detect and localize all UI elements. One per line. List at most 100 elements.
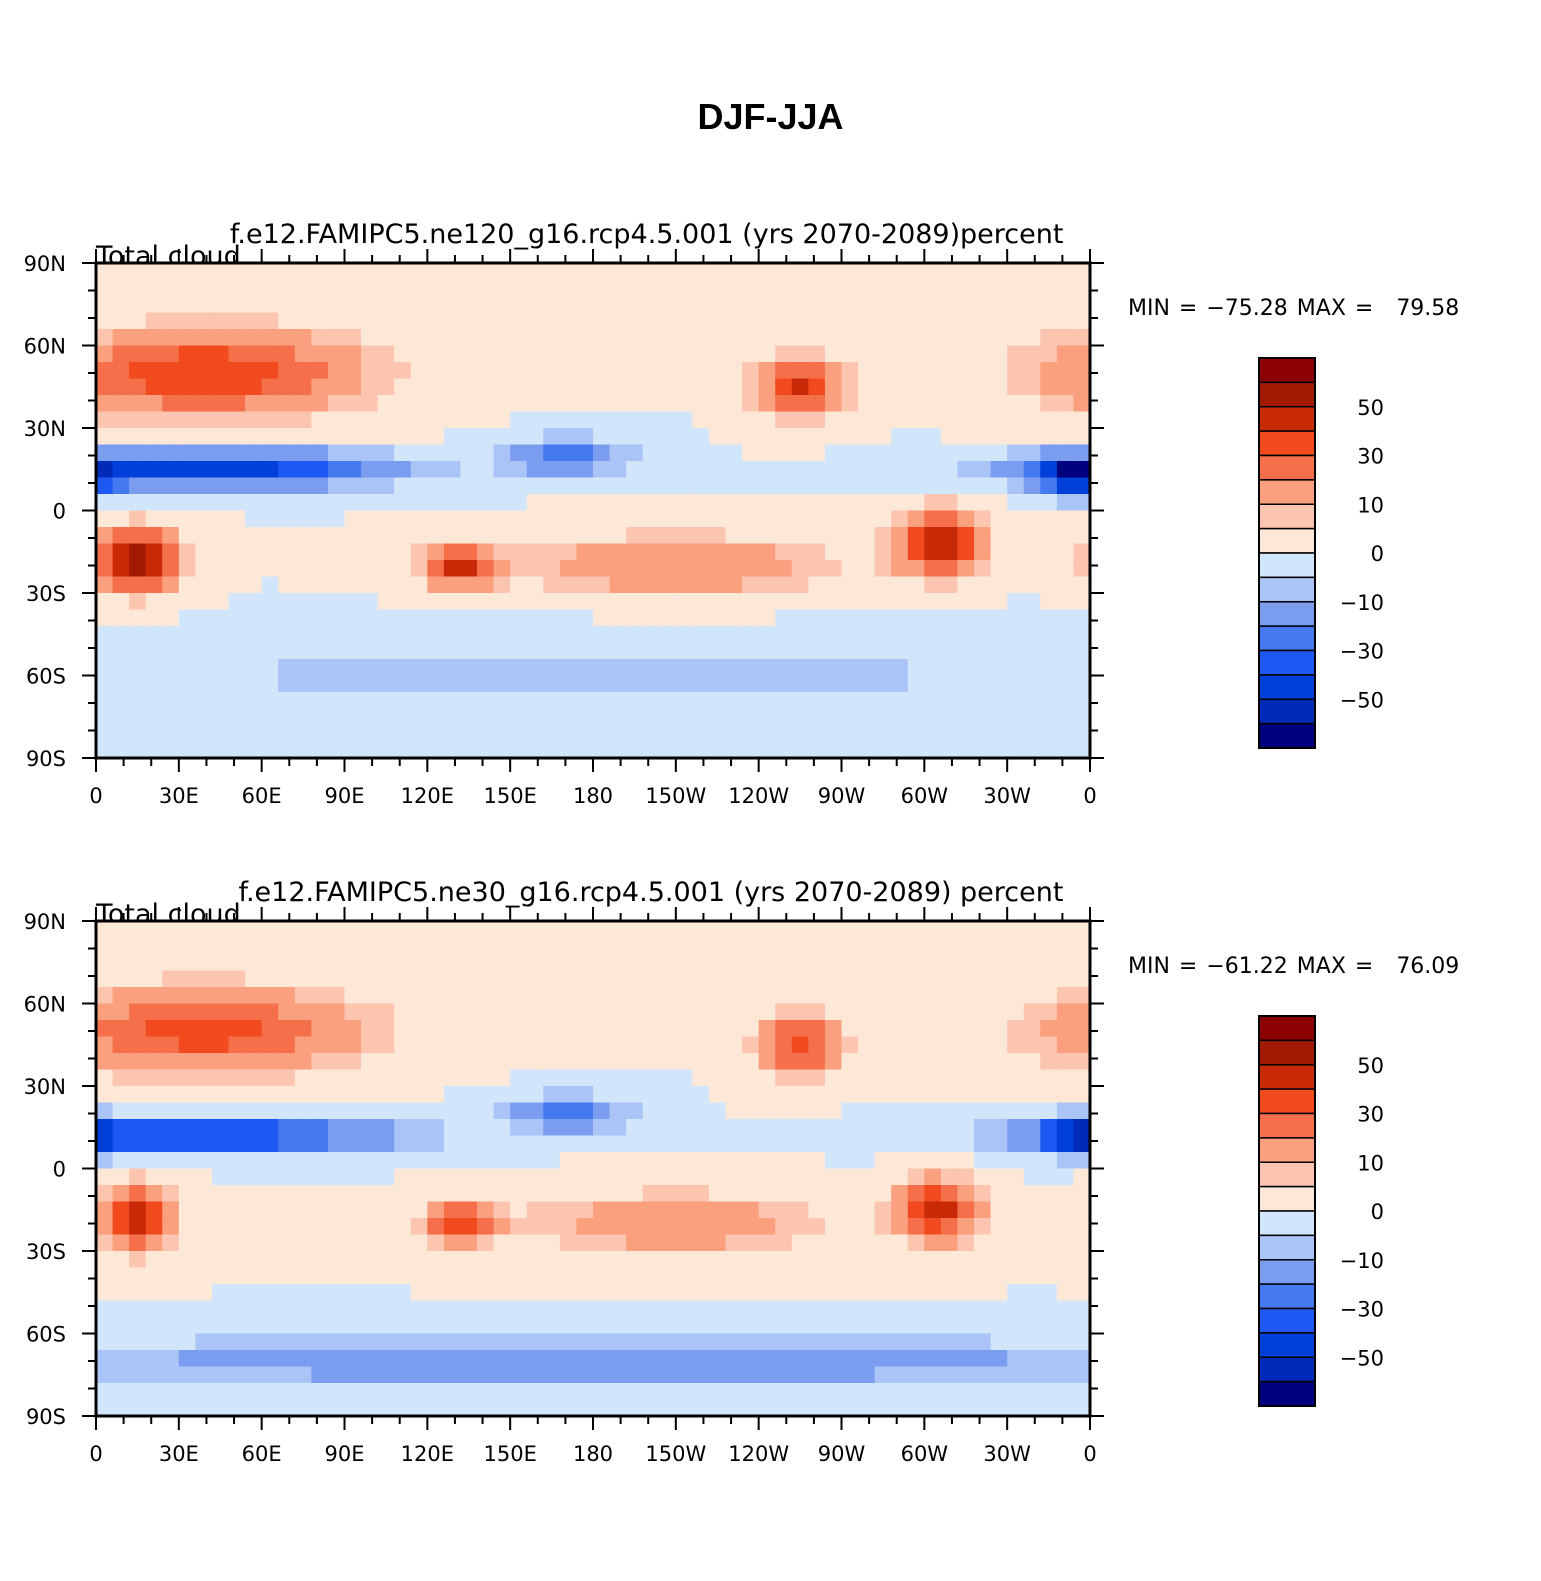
field-cell [1040,609,1058,627]
field-cell [245,954,263,972]
field-cell [112,1020,130,1038]
field-cell [576,1267,594,1285]
field-cell [742,725,760,743]
field-cell [791,1284,809,1302]
field-cell [957,1201,975,1219]
field-cell [990,378,1008,396]
field-cell [377,494,395,512]
field-cell [1073,263,1090,281]
field-cell [477,543,495,561]
field-cell [361,987,379,1005]
field-cell [211,692,230,710]
field-cell [526,279,544,297]
field-cell [162,1168,180,1186]
field-cell [791,279,809,297]
field-cell [858,494,876,512]
field-cell [377,692,395,710]
field-cell [559,1135,578,1153]
field-cell [808,708,826,726]
field-cell [924,1135,942,1153]
field-cell [957,708,975,726]
field-cell [742,1152,760,1170]
field-cell [659,428,677,446]
field-cell [460,1168,478,1186]
field-cell [311,937,329,955]
map-plot: 0 30E 60E 90E 120E 150E 180 150W 120W 90W 60W 30W 09… [24,249,1384,808]
field-cell [824,642,843,660]
field-cell [510,576,528,594]
field-cell [211,477,230,495]
field-cell [642,1350,660,1368]
field-cell [858,1366,876,1384]
field-cell [311,626,329,644]
field-cell [775,477,793,495]
field-cell [924,1102,942,1120]
field-cell [443,1218,462,1236]
field-cell [1040,708,1058,726]
field-cell [940,527,959,545]
field-cell [96,378,114,396]
field-cell [692,708,710,726]
field-cell [758,970,776,988]
field-cell [294,1036,312,1054]
field-cell [576,1284,594,1302]
field-cell [659,1069,677,1087]
field-cell [377,279,395,297]
field-cell [427,954,445,972]
field-cell [940,970,959,988]
field-cell [178,1053,196,1071]
field-cell [112,1267,130,1285]
field-cell [1023,1350,1041,1368]
field-cell [576,692,594,710]
field-cell [477,312,495,330]
field-cell [775,1036,793,1054]
field-cell [129,312,147,330]
field-cell [394,1185,412,1203]
field-cell [742,461,760,479]
field-cell [659,560,677,578]
field-cell [327,675,346,693]
field-cell [361,444,379,462]
field-cell [891,543,909,561]
field-cell [841,1333,859,1351]
field-cell [145,329,163,347]
field-cell [477,1003,495,1021]
field-cell [1073,1185,1090,1203]
field-cell [261,1003,279,1021]
field-cell [294,937,312,955]
field-cell [1007,543,1025,561]
field-cell [874,1069,892,1087]
field-cell [692,1383,710,1401]
field-cell [791,1003,809,1021]
field-cell [145,560,163,578]
field-cell [841,937,859,955]
field-cell [692,444,710,462]
field-cell [543,921,561,939]
field-cell [460,461,478,479]
field-cell [1056,609,1075,627]
field-cell [510,395,528,413]
field-cell [692,1003,710,1021]
field-cell [112,1053,130,1071]
field-cell [874,1284,892,1302]
field-cell [659,642,677,660]
field-cell [460,921,478,939]
field-cell [377,1350,395,1368]
field-cell [742,675,760,693]
field-cell [559,937,578,955]
field-cell [427,987,445,1005]
field-cell [162,1119,180,1137]
field-cell [493,411,511,429]
field-cell [775,1102,793,1120]
field-cell [742,560,760,578]
field-cell [990,1168,1008,1186]
colorbar-label: 0 [1371,542,1384,566]
field-cell [228,609,246,627]
field-cell [261,970,279,988]
field-cell [410,312,428,330]
field-cell [874,362,892,380]
field-cell [775,741,793,758]
field-cell [659,1168,677,1186]
field-cell [742,494,760,512]
field-cell [708,921,727,939]
